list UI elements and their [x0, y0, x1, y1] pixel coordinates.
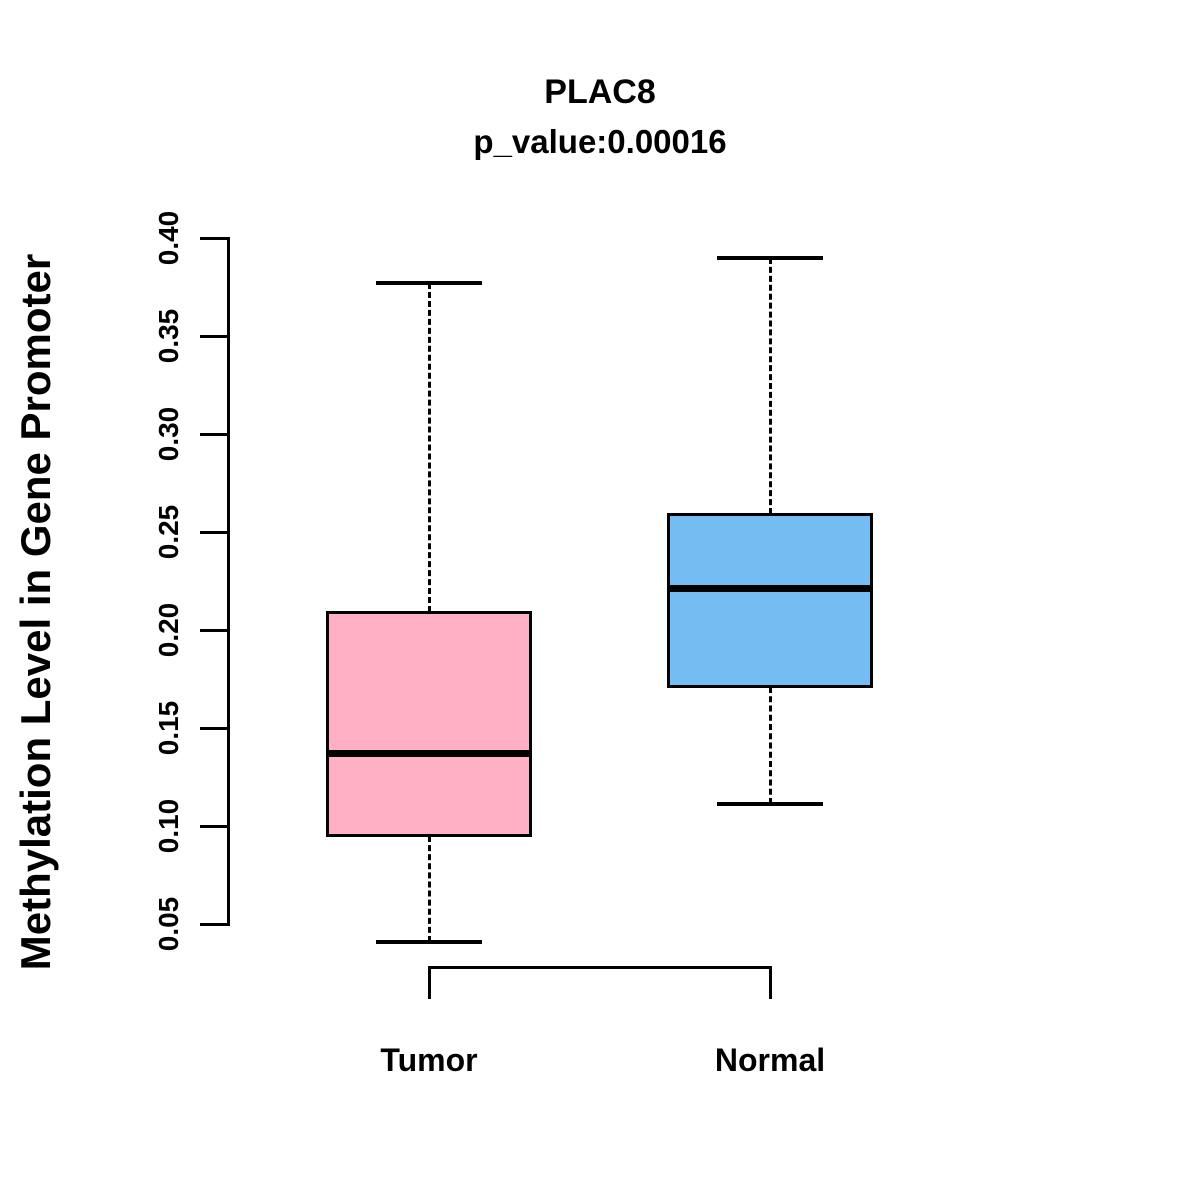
x-axis-tick-left [427, 966, 431, 999]
y-axis-tick-label: 0.35 [153, 308, 184, 364]
chart-subtitle: p_value:0.00016 [473, 123, 727, 160]
y-axis-tick [200, 628, 230, 632]
tumor-lower-whisker-line [427, 835, 431, 942]
y-axis-tick-label: 0.20 [153, 602, 184, 658]
x-category-label-normal: Normal [714, 1042, 826, 1078]
x-axis-tick-right [768, 966, 772, 999]
normal-lower-whisker-line [768, 686, 772, 805]
y-axis-line [227, 236, 230, 926]
tumor-box [326, 610, 532, 838]
x-axis-line [429, 966, 770, 969]
y-axis-tick [200, 922, 230, 926]
normal-box [667, 512, 873, 689]
y-axis-tick-label: 0.15 [153, 700, 184, 756]
y-axis-tick [200, 432, 230, 436]
y-axis-tick-label: 0.30 [153, 406, 184, 462]
y-axis-tick-label: 0.10 [153, 798, 184, 854]
tumor-upper-whisker-line [427, 283, 431, 613]
y-axis-tick [200, 334, 230, 338]
y-axis-tick-label: 0.40 [153, 210, 184, 266]
chart-title: PLAC8 [544, 73, 656, 111]
y-axis-tick [200, 236, 230, 240]
y-axis-tick-label: 0.05 [153, 896, 184, 952]
y-axis-tick [200, 824, 230, 828]
normal-median-line [667, 585, 873, 593]
y-axis-tick [200, 726, 230, 730]
normal-upper-whisker-line [768, 257, 772, 515]
tumor-upper-whisker-cap [376, 281, 482, 286]
y-axis-tick-label: 0.25 [153, 504, 184, 560]
normal-lower-whisker-cap [717, 802, 823, 807]
y-axis-tick [200, 530, 230, 534]
normal-upper-whisker-cap [717, 255, 823, 260]
x-category-label-tumor: Tumor [380, 1042, 478, 1078]
tumor-lower-whisker-cap [376, 939, 482, 944]
tumor-median-line [326, 749, 532, 757]
